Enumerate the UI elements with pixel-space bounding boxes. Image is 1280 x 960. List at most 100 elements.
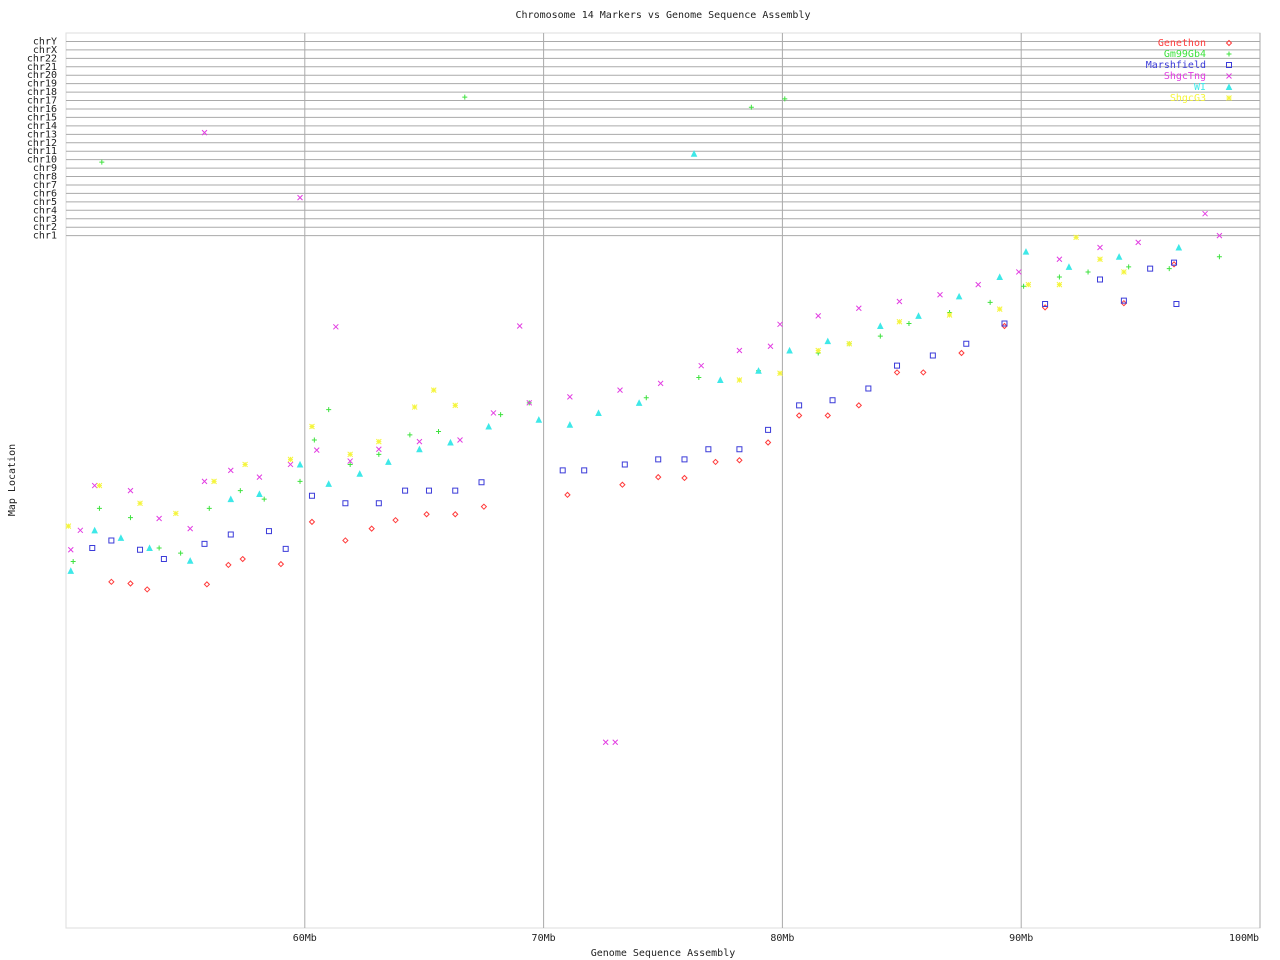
data-point — [893, 369, 901, 376]
data-point — [256, 474, 263, 480]
data-point — [846, 340, 853, 347]
data-point — [99, 159, 105, 165]
data-point — [375, 438, 382, 445]
data-point — [186, 557, 194, 564]
data-point — [462, 94, 468, 100]
data-point — [375, 446, 382, 453]
y-tick-label: chr2 — [33, 222, 57, 233]
data-point — [1175, 243, 1183, 251]
data-point — [156, 545, 162, 551]
data-point — [1120, 299, 1128, 307]
data-point — [1120, 297, 1127, 304]
data-point — [452, 487, 459, 494]
legend-label: Marshfield — [1146, 60, 1206, 71]
data-point — [1021, 283, 1027, 289]
data-point — [265, 528, 272, 535]
data-point — [581, 467, 588, 474]
data-point — [764, 439, 772, 446]
data-point — [946, 312, 953, 318]
data-point — [368, 525, 375, 532]
data-point — [1147, 265, 1154, 272]
y-tick-label: chr21 — [27, 62, 57, 73]
y-tick-label: chr14 — [27, 121, 57, 132]
data-point — [748, 104, 754, 110]
data-point — [1041, 304, 1049, 311]
data-point — [127, 487, 134, 494]
data-point — [457, 437, 463, 443]
data-point — [1171, 259, 1178, 266]
data-point — [342, 537, 349, 544]
data-point — [1056, 256, 1063, 263]
data-point — [1121, 269, 1127, 275]
data-point — [203, 581, 211, 588]
data-point — [407, 432, 413, 438]
data-point — [705, 446, 712, 453]
x-tick-label: 60Mb — [293, 933, 317, 944]
data-point — [227, 495, 235, 503]
data-point — [1056, 281, 1063, 288]
legend-label: ShgcTng — [1164, 71, 1206, 82]
data-point — [137, 500, 143, 507]
data-point — [619, 481, 626, 488]
data-point — [777, 321, 783, 328]
data-point — [1001, 322, 1008, 330]
data-point — [385, 458, 392, 465]
data-point — [1135, 239, 1142, 246]
data-point — [277, 560, 285, 568]
data-point — [297, 194, 303, 201]
data-point — [915, 312, 922, 319]
y-tick-label: chr11 — [27, 146, 57, 157]
data-point — [755, 367, 762, 374]
data-point — [690, 150, 698, 157]
data-point — [311, 437, 317, 443]
data-point — [89, 545, 96, 552]
data-point — [1170, 261, 1178, 268]
data-point — [242, 461, 248, 468]
data-point — [696, 374, 702, 380]
data-point — [855, 305, 862, 312]
data-point — [621, 461, 628, 468]
data-point — [326, 407, 332, 413]
y-tick-label: chr18 — [27, 87, 57, 98]
data-point — [815, 347, 822, 354]
data-point — [256, 490, 263, 498]
data-point — [829, 397, 836, 404]
data-point — [1216, 254, 1222, 260]
data-point — [1216, 232, 1223, 239]
data-point — [108, 537, 115, 544]
data-point — [430, 387, 437, 394]
data-point — [96, 482, 103, 489]
data-point — [786, 346, 793, 354]
data-point — [681, 456, 688, 463]
data-point — [567, 394, 573, 400]
data-point — [309, 423, 315, 430]
data-point — [736, 347, 743, 354]
data-point — [416, 438, 423, 445]
y-tick-label: chr20 — [27, 70, 57, 81]
data-point — [227, 467, 234, 474]
data-point — [937, 291, 943, 298]
data-point — [201, 478, 208, 485]
data-point — [67, 567, 75, 574]
legend-label: ShgcG3 — [1170, 93, 1206, 104]
data-point — [526, 399, 533, 406]
y-tick-label: chr7 — [33, 180, 57, 191]
data-point — [1025, 281, 1032, 288]
data-point — [782, 96, 788, 102]
legend-marker — [1226, 62, 1232, 68]
data-point — [77, 527, 84, 534]
data-point — [815, 313, 822, 319]
data-point — [1097, 244, 1103, 251]
data-point — [865, 385, 872, 392]
data-point — [452, 402, 459, 409]
data-point — [436, 429, 442, 435]
data-point — [282, 545, 289, 552]
data-point — [67, 546, 74, 553]
data-point — [767, 343, 774, 350]
data-point — [206, 505, 212, 511]
data-point — [411, 404, 418, 410]
data-point — [1073, 234, 1079, 241]
data-point — [447, 438, 454, 446]
y-tick-label: chr16 — [27, 104, 57, 115]
data-point — [137, 546, 144, 553]
